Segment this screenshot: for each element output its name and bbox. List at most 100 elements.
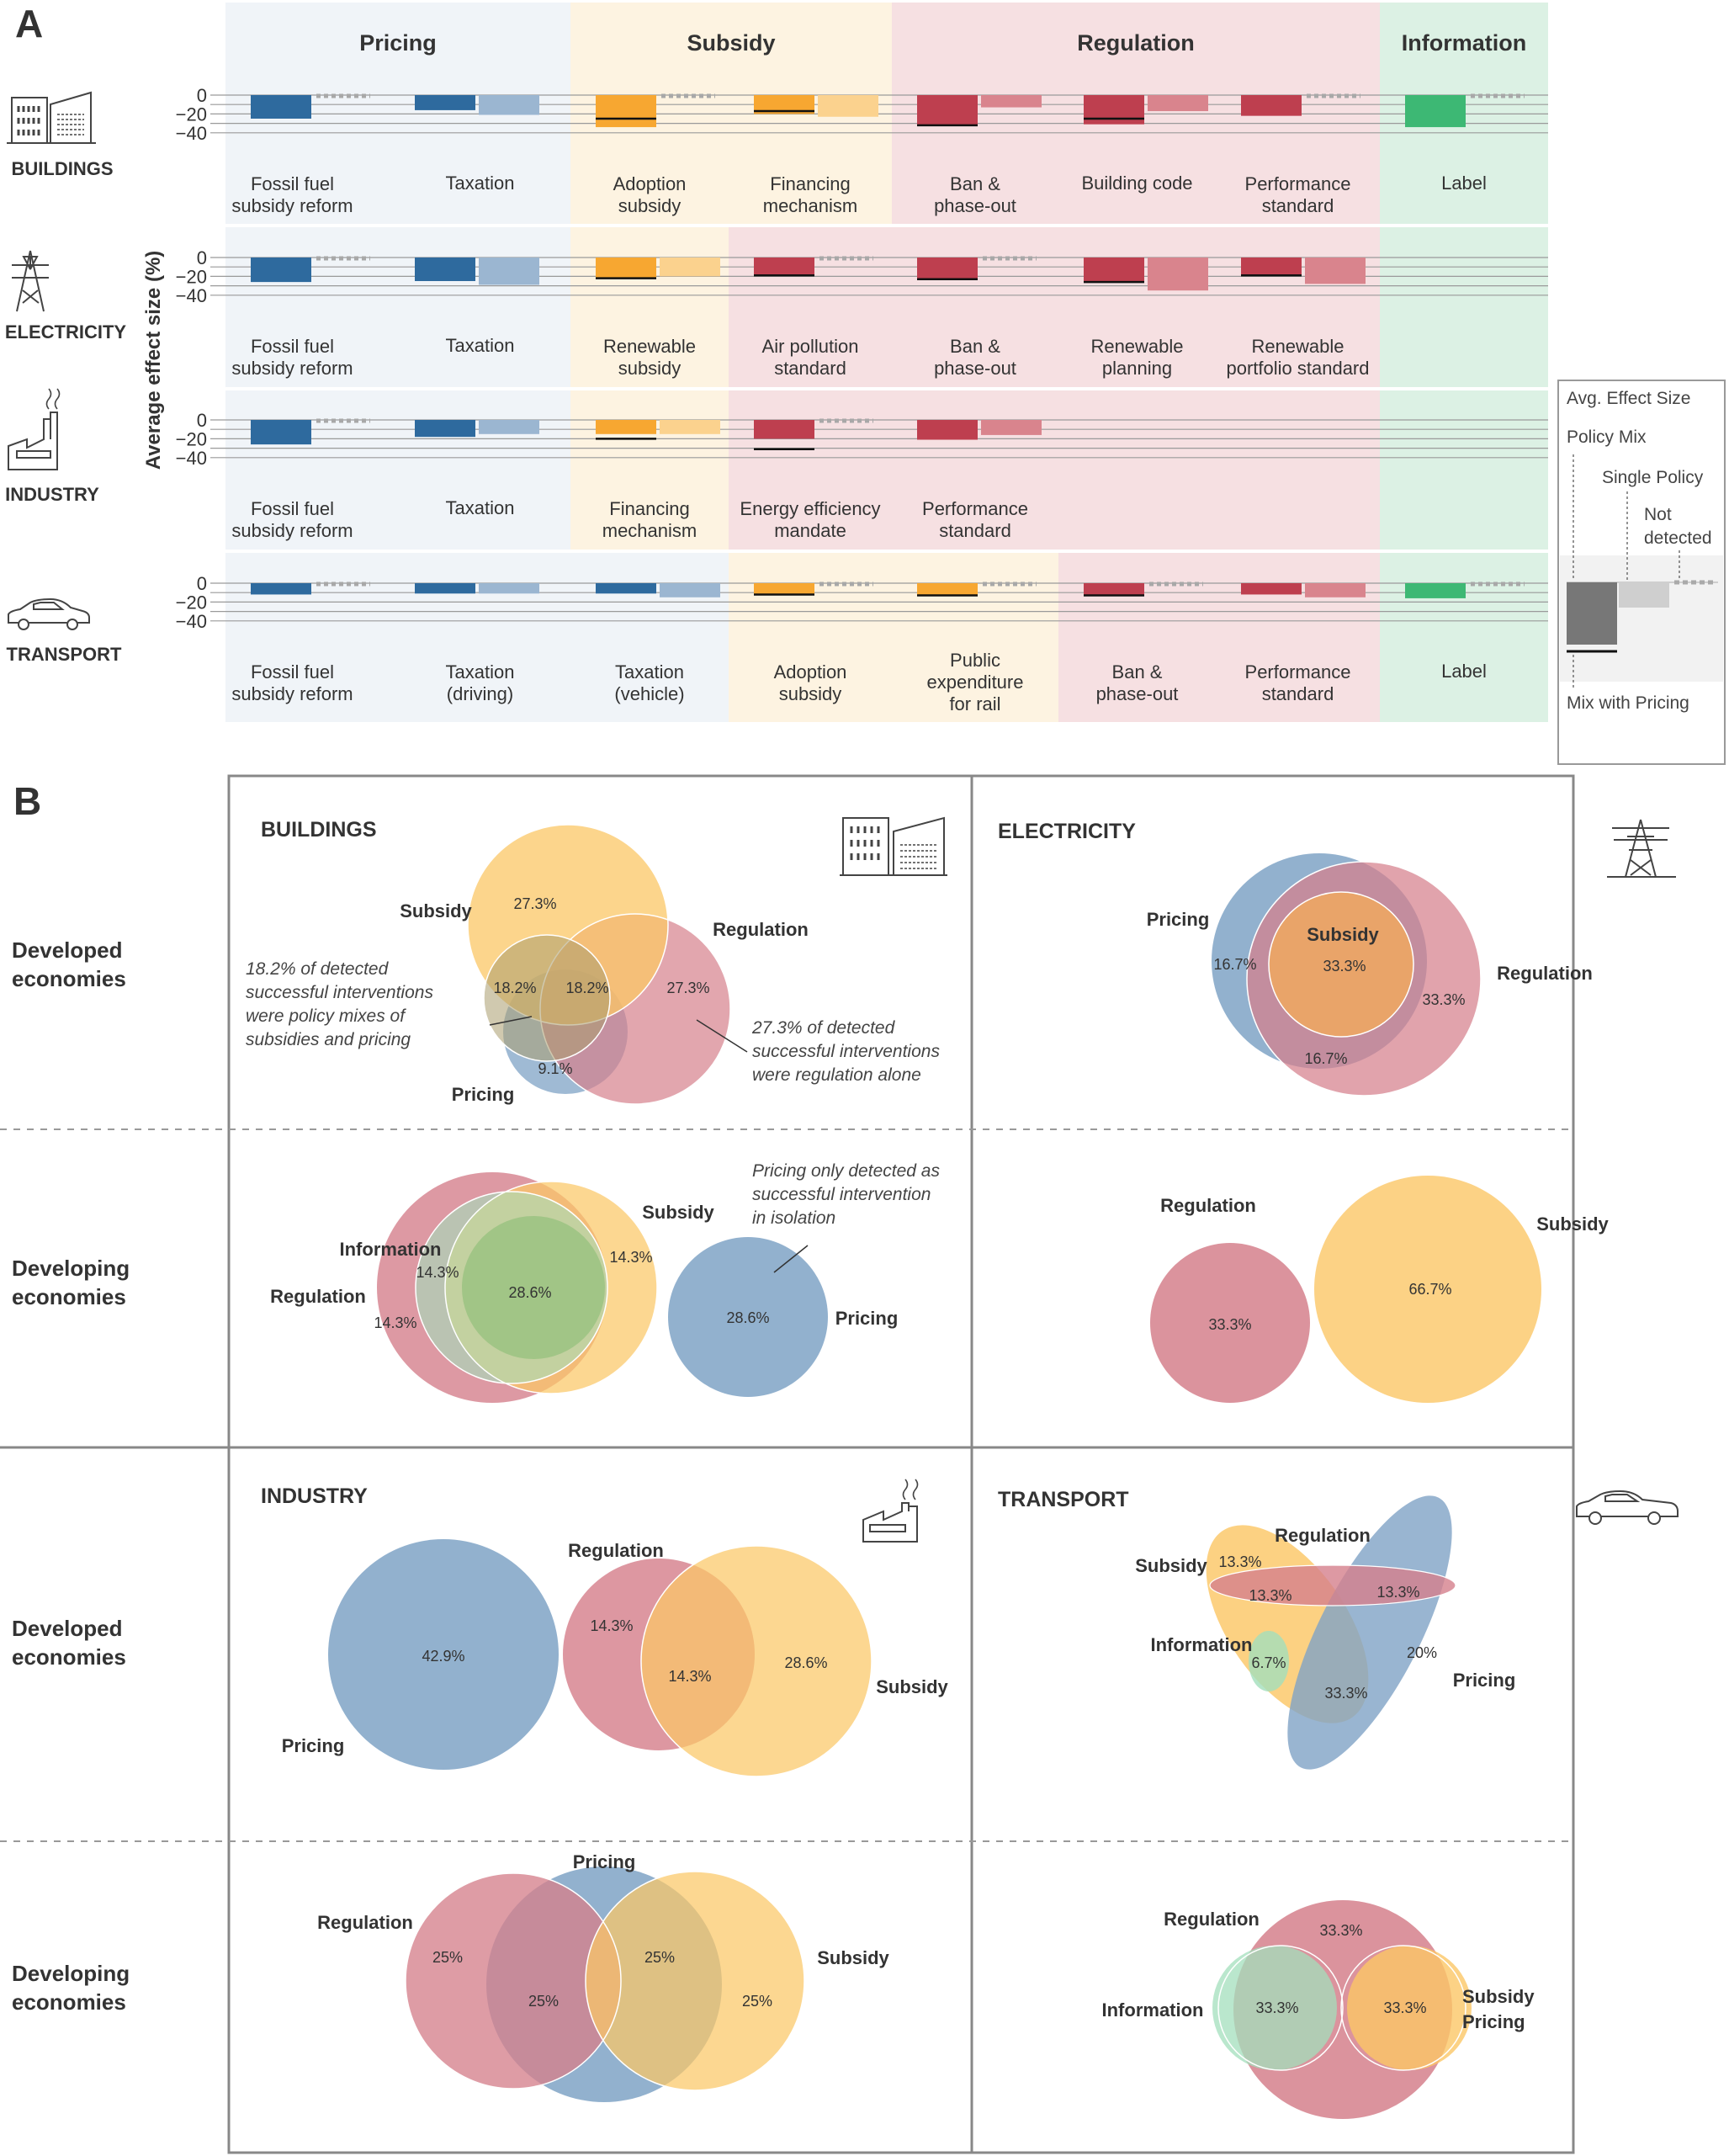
category-header-regulation: Regulation <box>1077 30 1195 56</box>
label-ban-phase-out-1: phase-out <box>934 358 1016 379</box>
bar-mix-taxation <box>415 258 475 281</box>
label-fossil-fuel-subsidy-reform-1: subsidy reform <box>231 358 353 379</box>
transport-car-icon <box>8 597 90 630</box>
bar-single-taxation <box>479 258 539 285</box>
venn-industry-developing: 25% 25% 25% 25% Regulation Pricing Subsi… <box>317 1851 890 2102</box>
bar-single-taxation-vehicle- <box>660 583 720 597</box>
venn-t-devg-label-pricing: Pricing <box>1462 2011 1525 2032</box>
bar-single-financing-mechanism <box>818 95 878 117</box>
venn-t-dev-reg-pricing: 13.3% <box>1376 1584 1419 1601</box>
title-industry: INDUSTRY <box>261 1484 368 1508</box>
bar-mix-fossil-fuel-subsidy-reform <box>251 258 311 283</box>
y-tick-2: −40 <box>176 611 207 632</box>
venn-b-devg-sub-ring <box>444 1181 658 1394</box>
category-headers: Pricing Subsidy Regulation Information <box>359 30 1526 56</box>
annot-reg-2: successful interventions <box>752 1042 940 1061</box>
bar-mix-public-expenditure-for-rail <box>917 583 978 596</box>
venn-electricity-developed: Subsidy 16.7% 33.3% 33.3% 16.7% Pricing … <box>1147 853 1593 1097</box>
bar-mix-performance-standard <box>917 420 978 440</box>
band-electricity-information <box>1380 227 1548 387</box>
venn-b-dev-subsidy-only: 27.3% <box>513 895 556 912</box>
label-taxation-driving--1: (driving) <box>447 683 513 704</box>
label-ban-phase-out-1: phase-out <box>1096 683 1179 704</box>
label-financing-mechanism-1: mechanism <box>763 195 857 216</box>
venn-t-dev-label-information: Information <box>1151 1634 1253 1655</box>
venn-b-devg-pricing <box>668 1237 828 1397</box>
title-buildings: BUILDINGS <box>261 818 377 842</box>
bar-single-renewable-planning <box>1148 258 1208 291</box>
bar-single-taxation <box>479 95 539 115</box>
bar-mix-fossil-fuel-subsidy-reform <box>251 95 311 119</box>
venn-e-devg-regulation <box>1150 1243 1310 1403</box>
venn-t-dev-subsidy-only: 13.3% <box>1218 1553 1261 1570</box>
bar-mix-building-code <box>1084 95 1144 125</box>
panel-b-frame <box>227 774 1575 2154</box>
venn-i-devg-label-subsidy: Subsidy <box>817 1947 889 1968</box>
band-transport-information <box>1380 553 1548 722</box>
bar-mix-taxation <box>415 420 475 438</box>
annot-pr-3: in isolation <box>752 1208 835 1228</box>
venn-b-devg-label-information: Information <box>340 1239 442 1260</box>
venn-t-dev-information <box>1249 1631 1289 1691</box>
venn-i-devg-sub-ring <box>585 1871 805 2091</box>
label-performance-standard-1: standard <box>939 520 1011 541</box>
venn-t-dev-sub-pricing: 33.3% <box>1324 1685 1367 1702</box>
legend-policy-mix: Policy Mix <box>1567 427 1647 447</box>
bar-mix-fossil-fuel-subsidy-reform <box>251 420 311 445</box>
venn-t-dev-pricing <box>1287 1495 1452 1770</box>
venn-transport-developed: 13.3% 13.3% 13.3% 6.7% 33.3% 20% Subsidy… <box>1135 1495 1515 1770</box>
label-public-expenditure-for-rail-0: Public <box>950 650 1000 671</box>
venn-elec-dev-reg-ring <box>1246 861 1482 1097</box>
label-ban-phase-out-1: phase-out <box>934 195 1016 216</box>
annot-leader-pricing <box>773 1245 809 1273</box>
bar-mix-ban-phase-out <box>1084 583 1144 596</box>
band-industry-information <box>1380 390 1548 550</box>
label-taxation-driving--0: Taxation <box>446 661 515 682</box>
bar-single-financing-mechanism <box>660 420 720 434</box>
bar-mix-performance-standard <box>1241 583 1302 595</box>
label-renewable-portfolio-standard-0: Renewable <box>1251 336 1344 357</box>
annot-reg-3: were regulation alone <box>752 1065 921 1085</box>
venn-i-devg-reg-ring <box>405 1872 622 2090</box>
label-renewable-subsidy-1: subsidy <box>618 358 682 379</box>
label-energy-efficiency-mandate-1: mandate <box>774 520 846 541</box>
bar-mix-renewable-planning <box>1084 258 1144 283</box>
band-transport-regulation <box>1058 553 1380 722</box>
label-performance-standard-1: standard <box>1262 195 1334 216</box>
bar-mix-air-pollution-standard <box>754 258 814 277</box>
label-taxation-vehicle--1: (vehicle) <box>614 683 684 704</box>
venn-e-devg-reg-value: 33.3% <box>1208 1316 1251 1333</box>
venn-i-devg-label-regulation: Regulation <box>317 1912 413 1933</box>
band-industry-subsidy <box>570 390 729 550</box>
bar-mix-adoption-subsidy <box>596 95 656 128</box>
venn-t-devg-subsidy-ring <box>1340 1945 1466 2071</box>
venn-e-devg-label-subsidy: Subsidy <box>1536 1213 1609 1235</box>
sector-label-buildings: BUILDINGS <box>12 158 114 179</box>
venn-b-devg-subsidy-only: 14.3% <box>609 1249 652 1266</box>
annot-buildings-pricing: Pricing only detected as successful inte… <box>752 1161 940 1228</box>
venn-e-dev-pricing-reg-lower: 16.7% <box>1304 1050 1347 1067</box>
label-ban-phase-out-0: Ban & <box>950 336 1000 357</box>
venn-t-devg-info-reg: 33.3% <box>1255 1999 1298 2016</box>
annot-leader-mix <box>489 1016 533 1026</box>
label-financing-mechanism-0: Financing <box>770 173 850 194</box>
venn-b-devg-reg-info: 14.3% <box>416 1264 459 1281</box>
venn-i-dev-label-subsidy: Subsidy <box>876 1676 948 1697</box>
panel-b: B Developed economies Developing economi… <box>0 774 1679 2154</box>
venn-t-dev-reg-ring <box>1209 1564 1456 1606</box>
venn-i-dev-sub-value: 28.6% <box>784 1654 827 1671</box>
panel-b-label: B <box>13 779 41 823</box>
bar-single-performance-standard <box>1305 583 1366 597</box>
row-developing-2-line1: Developing <box>12 1961 130 1986</box>
y-tick-1: −20 <box>176 592 207 613</box>
bar-single-performance-standard <box>981 420 1042 435</box>
label-renewable-planning-0: Renewable <box>1090 336 1183 357</box>
venn-i-devg-regulation <box>406 1873 621 2089</box>
venn-i-dev-label-regulation: Regulation <box>568 1540 664 1561</box>
venn-t-devg-pricing <box>1347 1946 1472 2070</box>
venn-e-devg-label-regulation: Regulation <box>1160 1195 1256 1216</box>
band-electricity-subsidy <box>570 227 729 387</box>
venn-t-dev-label-subsidy: Subsidy <box>1135 1555 1207 1576</box>
y-tick-1: −20 <box>176 104 207 125</box>
